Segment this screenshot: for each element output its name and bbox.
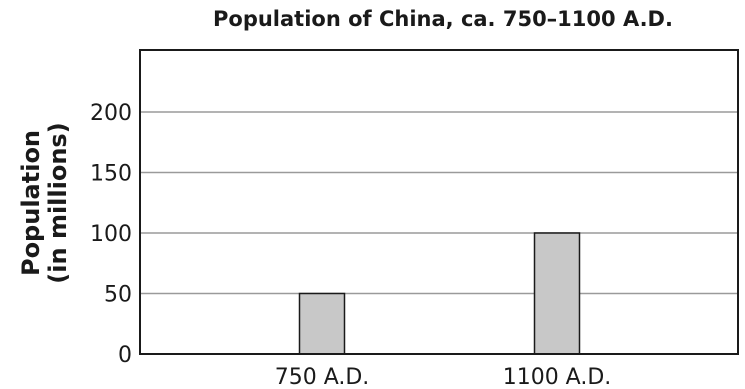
chart-title: Population of China, ca. 750–1100 A.D. — [213, 7, 673, 31]
y-tick-labels: 0 50 100 150 200 — [90, 101, 132, 368]
x-tick-label-2: 1100 A.D. — [503, 365, 612, 389]
x-tick-label-1: 750 A.D. — [275, 365, 370, 389]
y-axis-label-line1: Population — [17, 130, 45, 276]
y-axis-label-line2: (in millions) — [44, 122, 72, 283]
y-tick-label-50: 50 — [104, 283, 132, 308]
y-axis-label: Population (in millions) — [17, 122, 72, 283]
y-tick-label-150: 150 — [90, 162, 132, 187]
y-tick-label-0: 0 — [118, 343, 132, 368]
plot-frame — [139, 49, 739, 355]
y-tick-label-100: 100 — [90, 222, 132, 247]
x-tick-labels: 750 A.D. 1100 A.D. — [275, 365, 612, 389]
gridlines — [140, 111, 738, 295]
y-tick-label-200: 200 — [90, 101, 132, 126]
bar-1 — [298, 292, 346, 355]
bar-2 — [533, 232, 581, 355]
